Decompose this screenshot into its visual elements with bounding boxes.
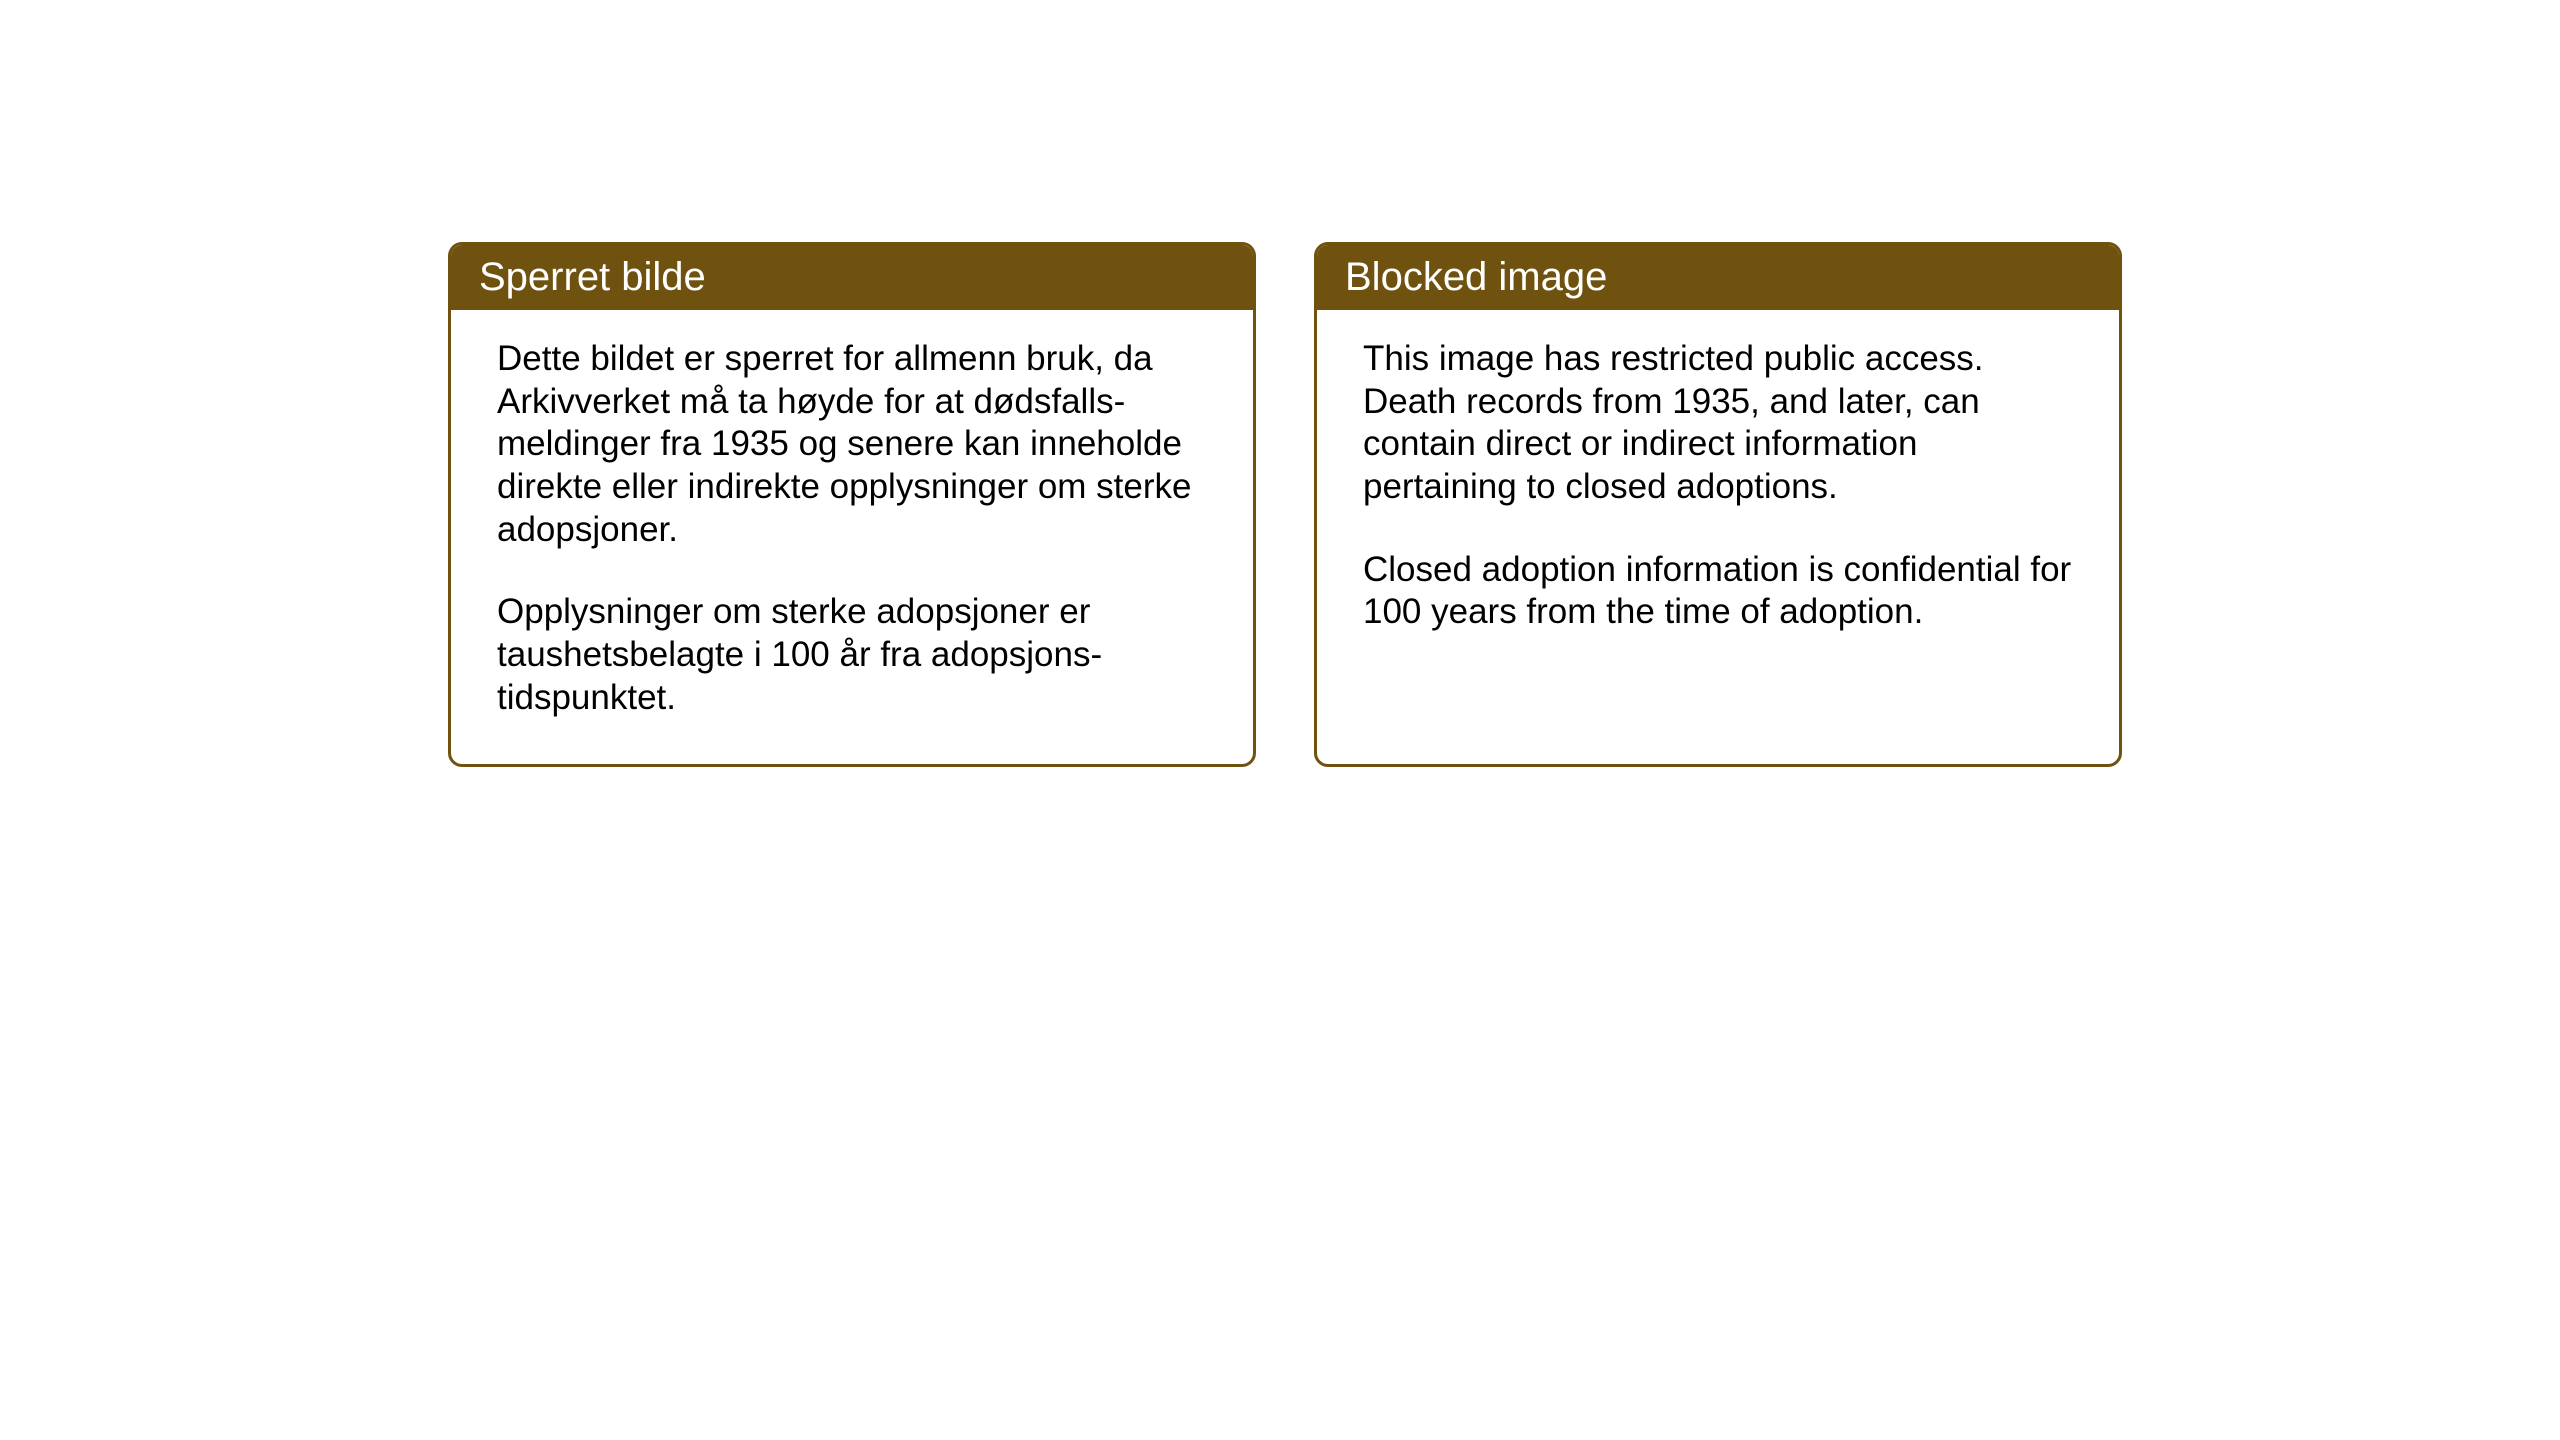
card-english: Blocked image This image has restricted … — [1314, 242, 2122, 767]
card-english-paragraph-2: Closed adoption information is confident… — [1363, 549, 2073, 634]
card-norwegian: Sperret bilde Dette bildet er sperret fo… — [448, 242, 1256, 767]
card-english-header: Blocked image — [1317, 245, 2119, 310]
card-norwegian-header: Sperret bilde — [451, 245, 1253, 310]
card-norwegian-paragraph-1: Dette bildet er sperret for allmenn bruk… — [497, 338, 1207, 551]
card-norwegian-paragraph-2: Opplysninger om sterke adopsjoner er tau… — [497, 591, 1207, 719]
card-english-body: This image has restricted public access.… — [1317, 310, 2119, 678]
card-english-paragraph-1: This image has restricted public access.… — [1363, 338, 2073, 509]
cards-container: Sperret bilde Dette bildet er sperret fo… — [448, 242, 2122, 767]
card-norwegian-body: Dette bildet er sperret for allmenn bruk… — [451, 310, 1253, 764]
